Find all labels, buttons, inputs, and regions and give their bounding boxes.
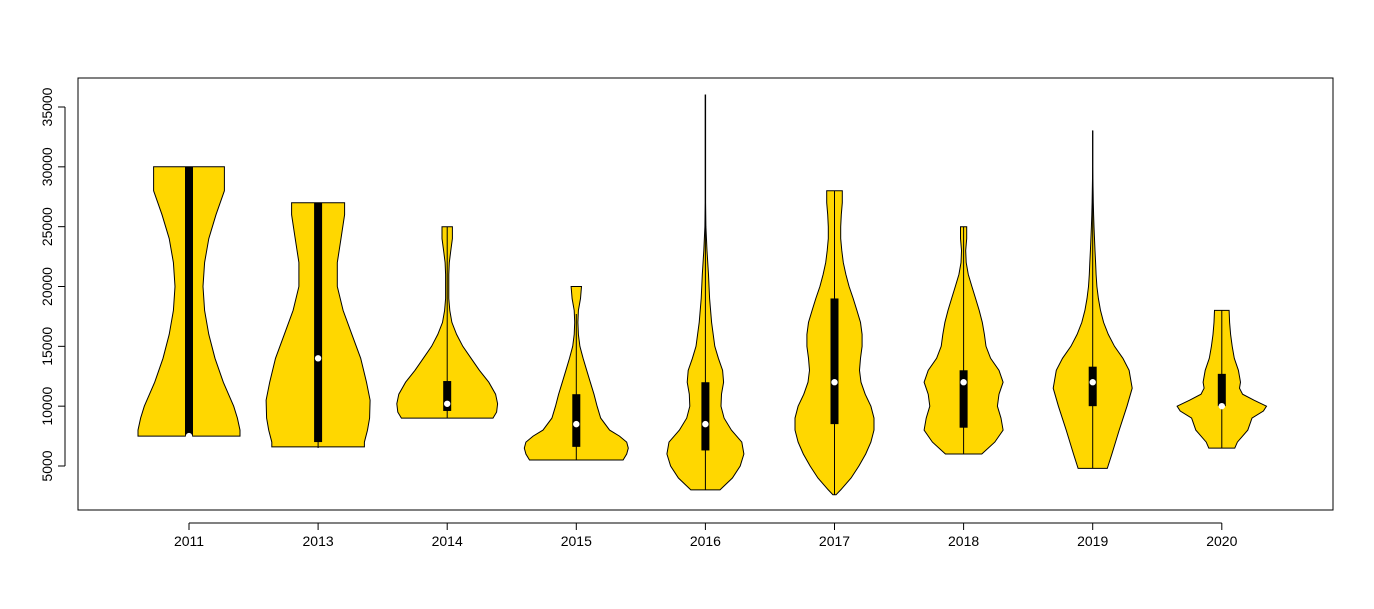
y-tick-label: 10000	[39, 387, 55, 426]
iqr-box	[314, 202, 323, 443]
x-tick-label-2018: 2018	[948, 533, 979, 549]
y-tick-label: 20000	[39, 267, 55, 306]
median-point	[831, 379, 838, 386]
x-tick-label-2020: 2020	[1206, 533, 1237, 549]
y-tick-label: 35000	[39, 87, 55, 126]
violin-2011	[137, 166, 241, 440]
x-axis: 2011 2013 2014 2015 2016 2017 2018 2019 2020	[174, 522, 1238, 549]
iqr-box	[1088, 366, 1097, 407]
x-tick-label-2015: 2015	[561, 533, 592, 549]
y-tick-label: 15000	[39, 327, 55, 366]
x-tick-label-2013: 2013	[303, 533, 334, 549]
violin-2016	[666, 94, 745, 491]
x-tick-label-2014: 2014	[432, 533, 463, 549]
iqr-box	[701, 382, 710, 451]
plot-frame	[77, 77, 1334, 511]
x-tick-label-2016: 2016	[690, 533, 721, 549]
iqr-box	[830, 298, 839, 425]
iqr-box	[443, 381, 452, 411]
x-tick-label-2019: 2019	[1077, 533, 1108, 549]
x-tick-label-2017: 2017	[819, 533, 850, 549]
iqr-box	[185, 166, 193, 437]
violin-2013	[265, 202, 371, 449]
median-point	[960, 379, 967, 386]
violin-2014	[396, 226, 499, 419]
median-point	[444, 400, 451, 407]
iqr-box	[959, 370, 968, 428]
median-point	[185, 432, 193, 440]
y-tick-label: 30000	[39, 147, 55, 186]
violin-2015	[523, 286, 629, 461]
violin-2018	[923, 226, 1004, 455]
iqr-box	[1217, 373, 1226, 407]
y-axis: 5000 10000 15000 20000 25000 30000 35000	[39, 87, 66, 482]
violin-2017	[794, 190, 875, 496]
violin-2019	[1052, 130, 1133, 469]
median-point	[314, 355, 322, 362]
iqr-box	[572, 394, 581, 447]
median-point	[573, 420, 580, 428]
violin-2020	[1176, 309, 1268, 449]
median-point	[1218, 402, 1226, 410]
violins-layer	[137, 94, 1268, 496]
median-point	[1089, 379, 1096, 386]
x-tick-label-2011: 2011	[174, 533, 204, 549]
median-point	[702, 420, 709, 428]
y-tick-label: 5000	[39, 450, 55, 481]
y-tick-label: 25000	[39, 207, 55, 246]
